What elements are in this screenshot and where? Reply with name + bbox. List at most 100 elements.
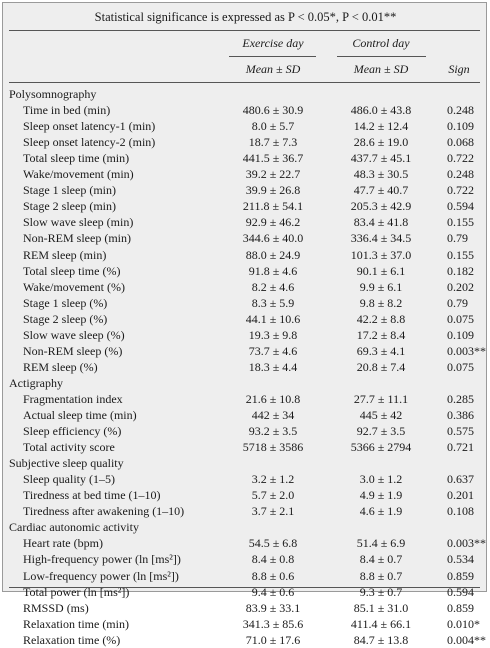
exercise-value: 480.6 ± 30.9 (242, 103, 304, 118)
exercise-value: 73.7 ± 4.6 (248, 343, 298, 358)
exercise-value: 211.8 ± 54.1 (242, 199, 304, 214)
sign-value: 0.248 (447, 167, 474, 182)
section-title: Cardiac autonomic activity (9, 520, 139, 535)
control-underline (337, 56, 426, 57)
exercise-value: 9.4 ± 0.6 (251, 584, 295, 599)
control-value: 8.8 ± 0.7 (359, 568, 403, 583)
table-row: REM sleep (min) 88.0 ± 24.9 101.3 ± 37.0 0.… (3, 247, 488, 263)
row-label: Stage 2 sleep (min) (23, 199, 116, 214)
control-value: 486.0 ± 43.8 (350, 103, 412, 118)
control-value: 9.8 ± 8.2 (359, 295, 403, 310)
section-header: Polysomnography (3, 86, 488, 102)
table-row: Fragmentation index 21.6 ± 10.8 27.7 ± 11.… (3, 391, 488, 407)
row-label: Relaxation time (min) (23, 616, 129, 631)
caption-rule (9, 30, 480, 31)
control-value: 28.6 ± 19.0 (353, 135, 409, 150)
sign-value: 0.155 (447, 247, 474, 262)
row-label: Wake/movement (%) (23, 279, 125, 294)
exercise-value: 71.0 ± 17.6 (245, 632, 301, 647)
control-value: 20.8 ± 7.4 (356, 359, 406, 374)
control-value: 69.3 ± 4.1 (356, 343, 406, 358)
exercise-value: 54.5 ± 6.8 (248, 536, 298, 551)
control-value: 205.3 ± 42.9 (350, 199, 412, 214)
header-control-day: Control day (352, 36, 410, 50)
sign-value: 0.722 (447, 151, 474, 166)
sign-value: 0.003** (447, 343, 486, 358)
sign-value: 0.109 (447, 119, 474, 134)
table-row: Heart rate (bpm) 54.5 ± 6.8 51.4 ± 6.9 0.00… (3, 535, 488, 551)
table-row: Stage 1 sleep (min) 39.9 ± 26.8 47.7 ± 40.… (3, 182, 488, 198)
table-row: Stage 2 sleep (%) 44.1 ± 10.6 42.2 ± 8.8 0.… (3, 311, 488, 327)
sign-value: 0.010* (447, 616, 480, 631)
table-row: Slow wave sleep (%) 19.3 ± 9.8 17.2 ± 8.4 0… (3, 327, 488, 343)
control-value: 437.7 ± 45.1 (350, 151, 412, 166)
exercise-value: 8.8 ± 0.6 (251, 568, 295, 583)
row-label: Tiredness after awakening (1–10) (23, 504, 185, 519)
exercise-value: 5718 ± 3586 (242, 440, 304, 455)
table-row: Sleep quality (1–5) 3.2 ± 1.2 3.0 ± 1.2 0.6… (3, 471, 488, 487)
control-value: 83.4 ± 41.8 (353, 215, 409, 230)
control-value: 92.7 ± 3.5 (356, 424, 406, 439)
table-caption: Statistical significance is expressed as… (94, 10, 397, 24)
control-value: 14.2 ± 12.4 (353, 119, 409, 134)
section-header: Actigraphy (3, 375, 488, 391)
table-row: Actual sleep time (min) 442 ± 34 445 ± 42 0… (3, 407, 488, 423)
exercise-value: 92.9 ± 46.2 (245, 215, 301, 230)
sign-value: 0.109 (447, 327, 474, 342)
exercise-value: 21.6 ± 10.8 (245, 391, 301, 406)
table-row: Sleep onset latency-2 (min) 18.7 ± 7.3 28.… (3, 134, 488, 150)
row-label: Low-frequency power (ln [ms²]) (23, 568, 179, 583)
table-row: Relaxation time (min) 341.3 ± 85.6 411.4 ±… (3, 616, 488, 632)
sign-value: 0.594 (447, 199, 474, 214)
exercise-value: 88.0 ± 24.9 (245, 247, 301, 262)
control-value: 8.4 ± 0.7 (359, 552, 403, 567)
section-title: Actigraphy (9, 375, 63, 390)
exercise-value: 3.7 ± 2.1 (251, 504, 295, 519)
table-row: Slow wave sleep (min) 92.9 ± 46.2 83.4 ± 4… (3, 214, 488, 230)
section-header: Subjective sleep quality (3, 455, 488, 471)
control-value: 90.1 ± 6.1 (356, 263, 406, 278)
table-row: Sleep onset latency-1 (min) 8.0 ± 5.7 14.2… (3, 118, 488, 134)
exercise-value: 344.6 ± 40.0 (242, 231, 304, 246)
table-row: Stage 2 sleep (min) 211.8 ± 54.1 205.3 ± 4… (3, 198, 488, 214)
row-label: High-frequency power (ln [ms²]) (23, 552, 181, 567)
exercise-value: 44.1 ± 10.6 (245, 311, 301, 326)
table-row: Total sleep time (min) 441.5 ± 36.7 437.7 … (3, 150, 488, 166)
sign-value: 0.575 (447, 424, 474, 439)
table-row: Wake/movement (min) 39.2 ± 22.7 48.3 ± 30.… (3, 166, 488, 182)
table-row: Total sleep time (%) 91.8 ± 4.6 90.1 ± 6.1… (3, 263, 488, 279)
row-label: Sleep onset latency-1 (min) (23, 119, 156, 134)
row-label: Sleep onset latency-2 (min) (23, 135, 156, 150)
sign-value: 0.285 (447, 391, 474, 406)
header-rule (9, 82, 480, 83)
table-row: Total activity score 5718 ± 3586 5366 ± 27… (3, 439, 488, 455)
table-row: Stage 1 sleep (%) 8.3 ± 5.9 9.8 ± 8.2 0.79 (3, 295, 488, 311)
table-row: Tiredness after awakening (1–10) 3.7 ± 2.… (3, 503, 488, 519)
sign-value: 0.534 (447, 552, 474, 567)
control-value: 4.6 ± 1.9 (359, 504, 403, 519)
control-value: 3.0 ± 1.2 (359, 472, 403, 487)
sign-value: 0.721 (447, 440, 474, 455)
row-label: Relaxation time (%) (23, 632, 121, 647)
table-row: Sleep efficiency (%) 93.2 ± 3.5 92.7 ± 3.5… (3, 423, 488, 439)
row-label: Non-REM sleep (%) (23, 343, 123, 358)
sign-value: 0.859 (447, 600, 474, 615)
exercise-value: 3.2 ± 1.2 (251, 472, 295, 487)
sign-value: 0.003** (447, 536, 486, 551)
exercise-underline (229, 56, 316, 57)
table-row: Time in bed (min) 480.6 ± 30.9 486.0 ± 43.… (3, 102, 488, 118)
control-value: 4.9 ± 1.9 (359, 488, 403, 503)
sign-value: 0.637 (447, 472, 474, 487)
sign-value: 0.79 (447, 295, 468, 310)
sign-value: 0.201 (447, 488, 474, 503)
exercise-value: 441.5 ± 36.7 (242, 151, 304, 166)
row-label: Slow wave sleep (%) (23, 327, 125, 342)
sign-value: 0.248 (447, 103, 474, 118)
row-label: Stage 2 sleep (%) (23, 311, 108, 326)
table-row: REM sleep (%) 18.3 ± 4.4 20.8 ± 7.4 0.075 (3, 359, 488, 375)
exercise-value: 83.9 ± 33.1 (245, 600, 301, 615)
control-value: 27.7 ± 11.1 (353, 391, 409, 406)
table-row: RMSSD (ms) 83.9 ± 33.1 85.1 ± 31.0 0.859 (3, 600, 488, 616)
row-label: Sleep quality (1–5) (23, 472, 115, 487)
